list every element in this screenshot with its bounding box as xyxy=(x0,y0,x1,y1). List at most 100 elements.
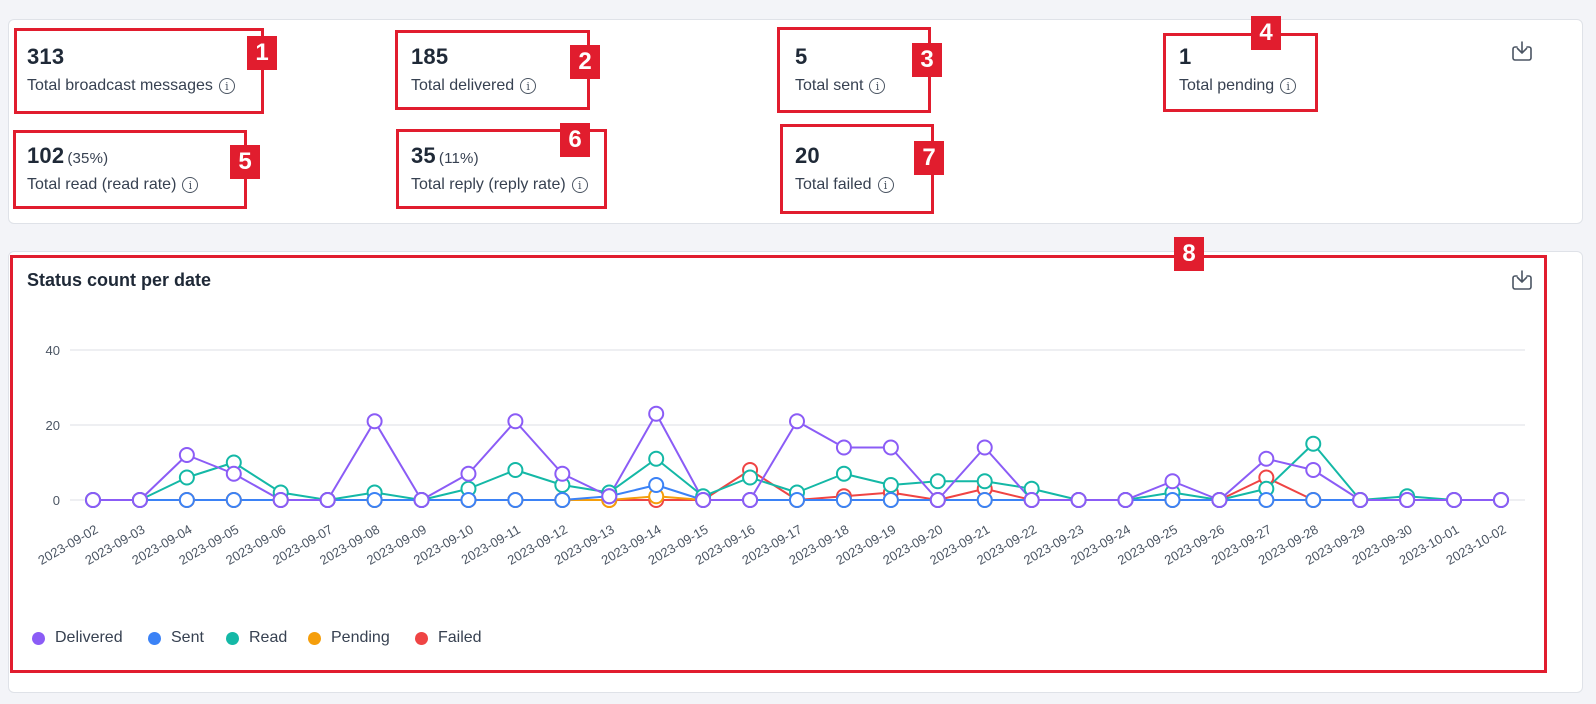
data-point-read xyxy=(1305,435,1322,452)
download-icon[interactable] xyxy=(1510,39,1534,63)
stat-total-broadcast: 313 Total broadcast messages i xyxy=(27,44,235,95)
data-point-delivered xyxy=(882,439,899,456)
legend-label: Delivered xyxy=(55,629,123,646)
legend-swatch xyxy=(148,631,161,645)
data-point-delivered xyxy=(85,492,101,508)
y-tick-label: 40 xyxy=(46,343,60,358)
annotation-box-4 xyxy=(1163,33,1318,112)
legend-label: Read xyxy=(249,629,288,646)
info-icon[interactable]: i xyxy=(182,177,199,193)
data-point-delivered xyxy=(366,413,383,430)
data-point-sent xyxy=(1258,492,1275,508)
stat-label: Total reply (reply rate) xyxy=(411,176,566,193)
info-icon[interactable]: i xyxy=(520,78,537,94)
data-point-sent xyxy=(366,492,383,508)
data-point-delivered xyxy=(460,465,477,482)
annotation-tag-5: 5 xyxy=(230,145,260,179)
info-icon[interactable]: i xyxy=(877,177,894,193)
data-point-delivered xyxy=(319,492,336,508)
data-point-sent xyxy=(507,492,524,508)
stat-total-failed: 20 Total failed i xyxy=(795,143,894,194)
legend-label: Sent xyxy=(171,629,204,646)
data-point-delivered xyxy=(695,492,712,508)
stat-label: Total sent xyxy=(795,77,864,94)
data-point-read xyxy=(178,469,195,486)
annotation-box-2 xyxy=(395,30,590,110)
data-point-delivered xyxy=(507,413,524,430)
data-point-sent xyxy=(882,492,899,508)
data-point-read xyxy=(507,462,524,478)
stat-value: 1 xyxy=(1179,44,1192,69)
stat-label: Total failed xyxy=(795,176,872,193)
stat-total-read: 102 (35%) Total read (read rate) i xyxy=(27,143,199,194)
stat-total-delivered: 185 Total delivered i xyxy=(411,44,537,95)
annotation-box-6 xyxy=(396,129,607,209)
data-point-sent xyxy=(976,492,993,508)
stat-total-pending: 1 Total pending i xyxy=(1179,44,1297,95)
data-point-delivered xyxy=(1023,492,1040,508)
data-point-delivered xyxy=(131,492,148,508)
data-point-read xyxy=(835,465,852,482)
annotation-tag-4: 4 xyxy=(1251,16,1281,50)
data-point-delivered xyxy=(178,447,195,463)
y-tick-label: 20 xyxy=(46,418,60,433)
stat-value: 185 xyxy=(411,44,449,69)
data-point-delivered xyxy=(1070,492,1087,508)
annotation-box-1 xyxy=(14,28,264,114)
annotation-tag-8: 8 xyxy=(1174,237,1204,271)
legend-item-read[interactable]: Read xyxy=(226,629,287,647)
data-point-sent xyxy=(1164,492,1181,508)
annotation-box-8 xyxy=(10,255,1547,673)
legend-item-sent[interactable]: Sent xyxy=(148,629,204,647)
data-point-sent xyxy=(1305,492,1322,508)
stat-value: 102 xyxy=(27,143,65,168)
stat-label: Total read (read rate) xyxy=(27,176,177,193)
data-point-read xyxy=(976,473,993,490)
data-point-delivered xyxy=(1493,492,1509,508)
legend-item-delivered[interactable]: Delivered xyxy=(32,629,123,647)
data-point-delivered xyxy=(929,492,946,508)
stat-value: 35 xyxy=(411,143,436,168)
legend-item-failed[interactable]: Failed xyxy=(415,629,482,647)
data-point-delivered xyxy=(976,439,993,456)
info-icon[interactable]: i xyxy=(571,177,588,193)
data-point-delivered xyxy=(601,488,618,505)
legend-swatch xyxy=(415,631,428,645)
data-point-delivered xyxy=(413,492,430,508)
legend-swatch xyxy=(308,631,321,645)
data-point-sent xyxy=(460,492,477,508)
data-point-delivered xyxy=(272,492,289,508)
annotation-tag-3: 3 xyxy=(912,43,942,77)
info-icon[interactable]: i xyxy=(869,78,886,94)
stat-total-sent: 5 Total sent i xyxy=(795,44,886,95)
data-point-delivered xyxy=(1399,492,1416,508)
y-tick-label: 0 xyxy=(53,493,60,508)
legend-swatch xyxy=(226,631,239,645)
stat-label: Total pending xyxy=(1179,77,1275,94)
legend-label: Failed xyxy=(438,629,482,646)
legend-item-pending[interactable]: Pending xyxy=(308,629,390,647)
info-icon[interactable]: i xyxy=(218,78,235,94)
data-point-sent xyxy=(225,492,242,508)
legend-label: Pending xyxy=(331,629,390,646)
data-point-sent xyxy=(178,492,195,508)
legend-swatch xyxy=(32,631,45,645)
annotation-box-7 xyxy=(780,124,934,214)
data-point-read xyxy=(929,473,946,490)
data-point-delivered xyxy=(648,405,665,422)
data-point-sent xyxy=(554,492,571,508)
chart-title: Status count per date xyxy=(27,270,212,290)
data-point-delivered xyxy=(835,439,852,456)
stat-percent: (11%) xyxy=(438,150,479,167)
data-point-delivered xyxy=(1305,462,1322,478)
stat-value: 313 xyxy=(27,44,65,69)
stat-value: 5 xyxy=(795,44,808,69)
data-point-delivered xyxy=(1211,492,1228,508)
stat-label: Total broadcast messages xyxy=(27,77,213,94)
data-point-delivered xyxy=(225,465,242,482)
data-point-delivered xyxy=(1164,473,1181,490)
data-point-delivered xyxy=(1258,450,1275,467)
info-icon[interactable]: i xyxy=(1280,78,1297,94)
download-icon[interactable] xyxy=(1510,268,1534,292)
